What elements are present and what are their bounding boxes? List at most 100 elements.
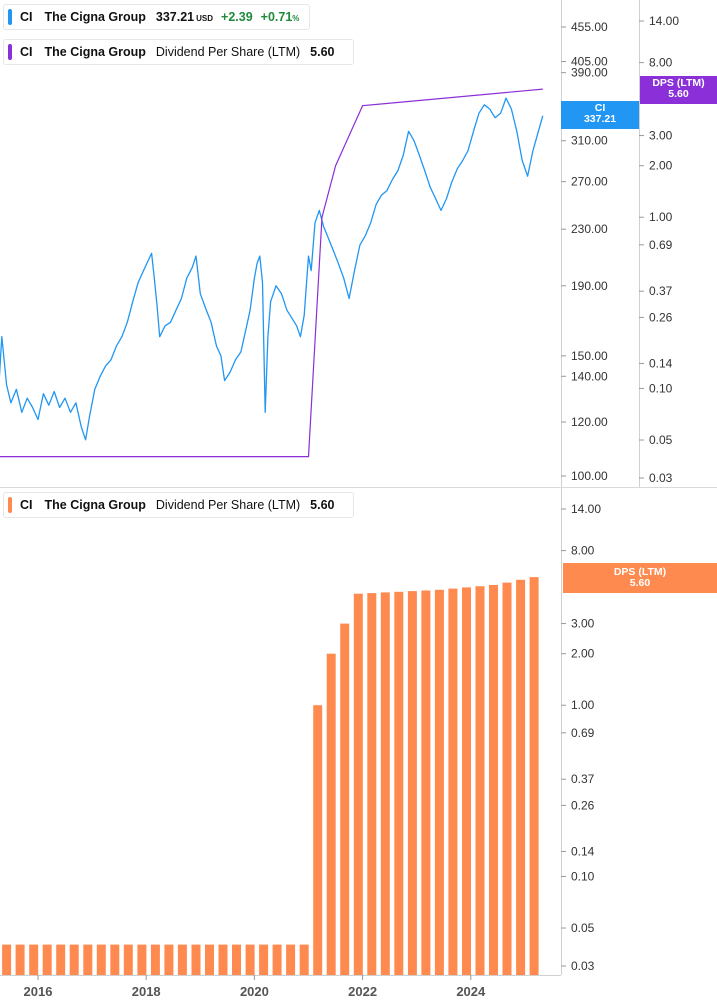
price-axis-tag-value: 337.21 <box>583 113 617 125</box>
dps-bar <box>326 653 336 975</box>
price-axis-tag: CI 337.21 <box>561 101 639 129</box>
dps-bar <box>164 944 174 975</box>
dps-bar <box>529 577 539 975</box>
bottom-tick-label: 8.00 <box>571 544 595 558</box>
x-tick-label: 2022 <box>348 984 377 999</box>
dps-top-legend-value: 5.60 <box>310 45 335 59</box>
bottom-tick-label: 0.14 <box>571 844 595 858</box>
price-tick-label: 455.00 <box>571 20 608 34</box>
bottom-tick-label: 0.03 <box>571 959 595 973</box>
dps-bar <box>123 944 133 975</box>
dps-bar <box>177 944 187 975</box>
dps-bar <box>516 579 526 975</box>
dps-bar <box>340 623 350 975</box>
dps-tick-label: 3.00 <box>649 129 673 143</box>
dps-bottom-axis-tag-label: DPS (LTM) <box>613 566 667 578</box>
dps-bar <box>286 944 296 975</box>
dps-bar <box>259 944 269 975</box>
dps-tick-label: 0.14 <box>649 356 673 370</box>
dps-bar <box>299 944 309 975</box>
dps-tick-label: 2.00 <box>649 159 673 173</box>
axis-lines <box>0 0 717 976</box>
dps-top-legend-symbol: CI <box>20 45 33 59</box>
dps-bottom-legend-swatch <box>8 497 12 513</box>
dps-tick-label: 0.37 <box>649 284 673 298</box>
dps-top-legend-name: The Cigna Group <box>44 45 146 59</box>
dps-bar <box>191 944 201 975</box>
price-tick-label: 100.00 <box>571 469 608 483</box>
dps-bar <box>489 585 498 975</box>
dps-bar <box>56 944 66 975</box>
dps-series-line <box>0 88 543 458</box>
dps-top-axis-tag: DPS (LTM) 5.60 <box>640 76 717 104</box>
price-legend-change-pct: +0.71% <box>261 10 300 24</box>
dps-bar <box>394 591 404 975</box>
dps-top-axis-tag-label: DPS (LTM) <box>652 77 705 89</box>
price-legend[interactable]: CI The Cigna Group 337.21 USD +2.39 +0.7… <box>3 4 311 30</box>
bottom-tick-label: 0.10 <box>571 869 595 883</box>
dps-bottom-legend-value: 5.60 <box>310 498 335 512</box>
x-tick-label: 2024 <box>456 984 486 999</box>
price-legend-pct-sign: % <box>292 14 300 23</box>
x-tick-label: 2018 <box>132 984 161 999</box>
price-legend-value: 337.21 <box>155 10 195 24</box>
dps-bar <box>353 593 363 975</box>
dps-bars <box>2 577 539 975</box>
dps-tick-label: 0.03 <box>649 471 673 485</box>
dps-bar <box>42 944 52 975</box>
dps-bottom-legend[interactable]: CI The Cigna Group Dividend Per Share (L… <box>3 492 354 518</box>
dps-bar <box>434 589 444 975</box>
price-tick-label: 190.00 <box>571 279 608 293</box>
dps-bar <box>367 593 377 975</box>
price-tick-label: 230.00 <box>571 222 608 236</box>
dps-bottom-axis-tag-value: 5.60 <box>629 577 651 589</box>
dps-tick-label: 0.05 <box>649 433 673 447</box>
dps-bar <box>407 591 417 975</box>
price-tick-label: 120.00 <box>571 415 608 429</box>
series-lines <box>0 88 544 458</box>
dps-top-legend-metric: Dividend Per Share (LTM) <box>155 45 301 59</box>
price-legend-change: +2.39 <box>221 10 253 24</box>
dps-top-legend[interactable]: CI The Cigna Group Dividend Per Share (L… <box>3 39 354 65</box>
price-tick-label: 140.00 <box>571 369 608 383</box>
dps-bar <box>83 944 93 975</box>
bottom-tick-label: 14.00 <box>571 502 601 516</box>
bottom-tick-label: 0.26 <box>571 798 595 812</box>
dps-bar <box>313 705 323 975</box>
dps-bar <box>110 944 120 975</box>
price-tick-label: 310.00 <box>571 134 608 148</box>
dps-bar <box>462 587 471 975</box>
price-legend-name: The Cigna Group <box>44 10 146 24</box>
dps-top-legend-swatch <box>8 44 12 60</box>
dps-bar <box>502 582 512 975</box>
dps-bar <box>475 586 485 975</box>
dps-bar <box>218 944 228 975</box>
price-axis-tag-label: CI <box>594 102 606 114</box>
dps-bar <box>69 944 79 975</box>
dps-tick-label: 0.26 <box>649 310 673 324</box>
price-tick-label: 270.00 <box>571 175 608 189</box>
dps-bar <box>245 944 255 975</box>
dps-bar <box>380 592 390 975</box>
dps-top-axis-tag-value: 5.60 <box>668 88 689 100</box>
dps-bar <box>137 944 147 975</box>
price-legend-currency: USD <box>196 14 214 23</box>
bottom-tick-label: 0.05 <box>571 921 595 935</box>
dps-bar <box>96 944 106 975</box>
price-tick-label: 405.00 <box>571 54 608 68</box>
price-legend-change-pct-value: +0.71 <box>260 10 293 24</box>
dps-bar <box>150 944 160 975</box>
dps-tick-label: 0.69 <box>649 238 673 252</box>
dps-bar <box>421 590 431 975</box>
price-legend-swatch <box>8 9 12 25</box>
dps-bar <box>2 944 12 975</box>
x-tick-label: 2016 <box>24 984 53 999</box>
bottom-tick-label: 1.00 <box>571 698 595 712</box>
x-tick-label: 2020 <box>240 984 269 999</box>
dps-bottom-legend-metric: Dividend Per Share (LTM) <box>155 498 301 512</box>
dps-bar <box>29 944 39 975</box>
price-legend-symbol: CI <box>20 10 33 24</box>
dps-bar <box>232 944 241 975</box>
price-series-line <box>0 97 544 441</box>
